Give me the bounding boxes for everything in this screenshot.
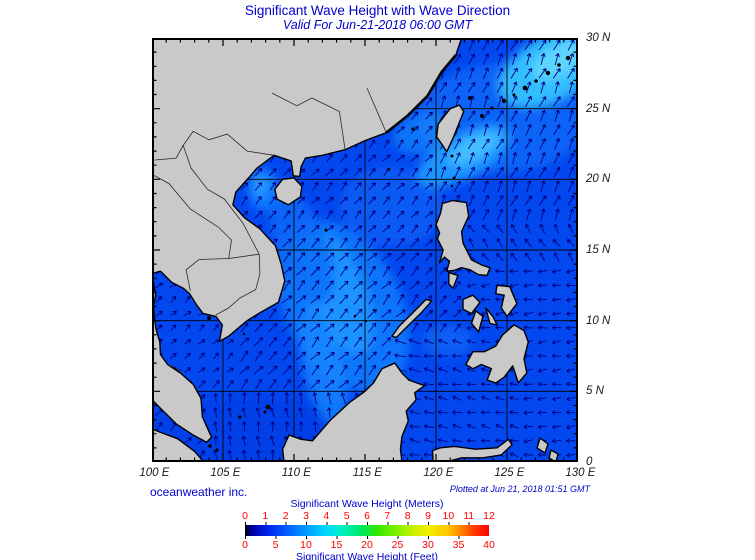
lat-tick-label: 10 N [586, 314, 611, 327]
feet-tick: 20 [361, 539, 373, 551]
wave-map [152, 38, 578, 462]
feet-tick: 40 [483, 539, 495, 551]
longitude-axis: 100 E 105 E 110 E 115 E 120 E 125 E 130 … [139, 467, 595, 481]
feet-tick: 35 [452, 539, 465, 551]
map-plot-area [152, 38, 578, 462]
lon-tick-label: 110 E [281, 467, 311, 479]
feet-tick: 0 [242, 539, 248, 551]
lon-tick-label: 100 E [139, 467, 170, 479]
meters-tick: 3 [303, 510, 309, 522]
lon-tick-label: 130 E [565, 467, 596, 479]
meters-tick: 1 [262, 510, 269, 522]
land-asia-mainland [152, 38, 463, 443]
legend-meters-title: Significant Wave Height (Meters) [290, 498, 444, 510]
meters-tick: 9 [425, 510, 431, 522]
feet-tick: 30 [422, 539, 434, 551]
land-palawan [391, 298, 433, 339]
feet-tick: 25 [391, 539, 404, 551]
feet-tick: 15 [330, 539, 343, 551]
lon-tick-label: 105 E [210, 467, 241, 479]
lon-tick-label: 120 E [423, 467, 454, 479]
land-hainan [274, 177, 303, 206]
land-sulawesi [431, 438, 513, 462]
lat-tick-label: 15 N [586, 244, 611, 256]
land-cebu-bohol [485, 307, 498, 326]
meters-tick: 8 [404, 510, 411, 522]
legend-meters-ticks: 0 1 2 3 4 5 6 7 8 9 10 11 12 [242, 510, 495, 522]
meters-tick: 7 [384, 510, 391, 522]
legend-feet-ticks: 0 5 10 15 20 25 30 35 40 [242, 539, 495, 551]
lat-tick-label: 30 N [586, 32, 611, 44]
lon-tick-label: 125 E [494, 467, 525, 479]
feet-tick: 5 [272, 539, 279, 551]
meters-tick: 11 [463, 510, 475, 522]
land-panay [462, 294, 481, 315]
meters-tick: 4 [323, 510, 330, 522]
meters-tick-marks [245, 522, 489, 525]
land-samar-leyte [495, 284, 518, 318]
lat-tick-label: 0 [586, 456, 593, 468]
lat-tick-label: 5 N [586, 385, 604, 398]
country-borders [153, 87, 387, 372]
plotted-timestamp: Plotted at Jun 21, 2018 01:51 GMT [449, 484, 590, 494]
lat-tick-label: 20 N [586, 173, 611, 186]
page-title: Significant Wave Height with Wave Direct… [244, 3, 511, 18]
land-halmahera [536, 437, 559, 462]
valid-time-subtitle: Valid For Jun-21-2018 06:00 GMT [282, 18, 473, 32]
meters-tick: 0 [242, 510, 248, 522]
meters-tick: 10 [442, 510, 455, 522]
wave-height-colorbar [245, 525, 489, 536]
feet-tick: 10 [300, 539, 312, 551]
land-luzon [435, 199, 491, 277]
colorbar-legend: Significant Wave Height (Meters) 0 1 2 3… [242, 498, 495, 560]
legend-feet-title: Significant Wave Height (Feet) [295, 551, 438, 560]
feet-tick-marks [245, 536, 489, 539]
land-taiwan [436, 104, 465, 153]
land-negros [470, 310, 484, 333]
land-borneo [281, 362, 426, 462]
land-mindanao [465, 324, 529, 384]
meters-tick: 2 [282, 510, 289, 522]
latitude-axis: 30 N 25 N 20 N 15 N 10 N 5 N 0 [586, 32, 630, 468]
lat-tick-label: 25 N [586, 102, 611, 115]
meters-tick: 12 [483, 510, 495, 522]
small-islands [207, 54, 571, 452]
meters-tick: 5 [343, 510, 350, 522]
frame-ticks [152, 38, 578, 462]
meters-tick: 6 [364, 510, 370, 522]
land-sumatra [152, 428, 205, 462]
credit-text: oceanweather inc. [150, 485, 248, 499]
lon-tick-label: 115 E [352, 467, 382, 479]
land-masses [152, 38, 559, 462]
land-mindoro [448, 271, 459, 289]
